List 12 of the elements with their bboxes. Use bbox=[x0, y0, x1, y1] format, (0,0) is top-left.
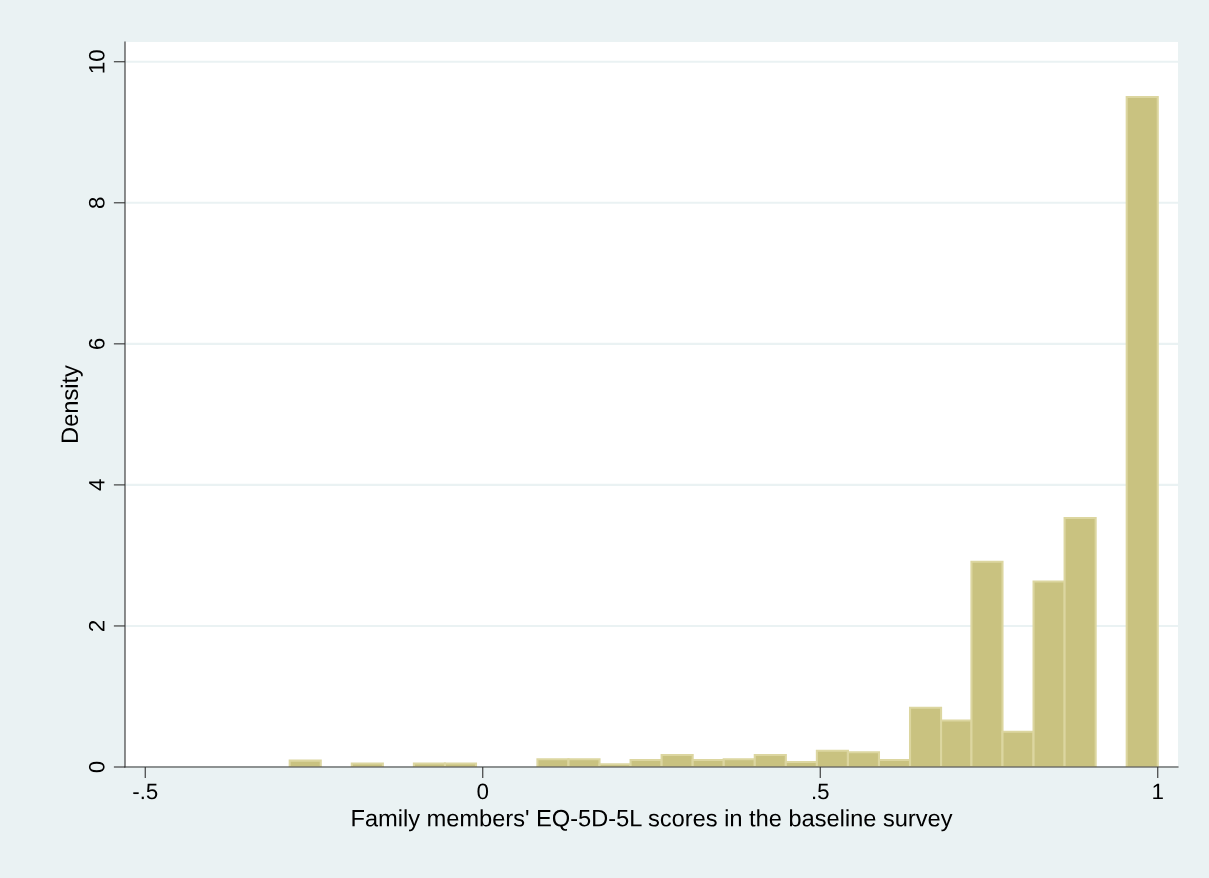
y-tick-label: 0 bbox=[88, 761, 105, 773]
y-tick-label: 4 bbox=[89, 479, 105, 491]
y-tick-label: 6 bbox=[88, 338, 105, 349]
x-axis-title: Family members' EQ-5D-5L scores in the baseline survey bbox=[352, 809, 953, 832]
y-tick-label: 8 bbox=[88, 197, 105, 209]
y-tick-label: 10 bbox=[88, 50, 105, 73]
x-tick-label: 0 bbox=[477, 783, 489, 800]
y-tick-label: 2 bbox=[88, 620, 105, 632]
x-tick-label: .5 bbox=[813, 783, 829, 800]
x-tick-label: 1 bbox=[1153, 783, 1163, 800]
x-tick-label: -.5 bbox=[133, 783, 158, 800]
y-axis-title: Density bbox=[60, 365, 83, 442]
